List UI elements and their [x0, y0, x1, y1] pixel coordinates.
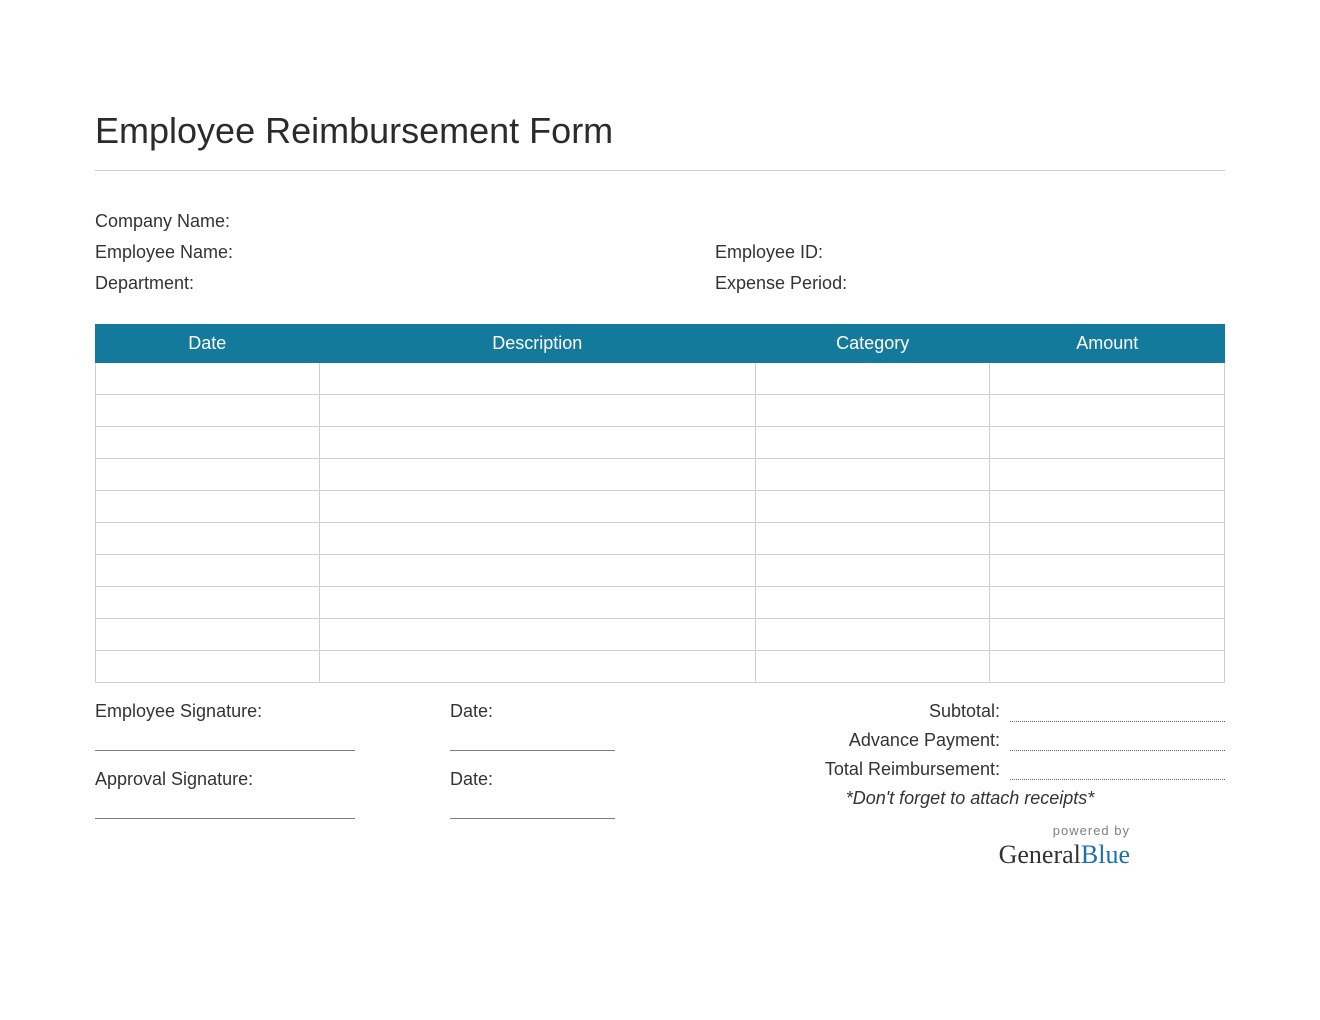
table-row [96, 523, 1225, 555]
expense-table: Date Description Category Amount [95, 324, 1225, 683]
table-cell[interactable] [96, 587, 320, 619]
col-header-amount: Amount [990, 325, 1225, 363]
employee-signature-label: Employee Signature: [95, 701, 450, 722]
company-name-label: Company Name: [95, 211, 715, 232]
table-cell[interactable] [96, 619, 320, 651]
table-cell[interactable] [319, 587, 755, 619]
table-row [96, 427, 1225, 459]
branding: powered by GeneralBlue [999, 823, 1130, 870]
table-cell[interactable] [96, 651, 320, 683]
advance-payment-label: Advance Payment: [715, 730, 1010, 751]
approval-date-label: Date: [450, 769, 715, 790]
table-row [96, 395, 1225, 427]
table-cell[interactable] [319, 651, 755, 683]
table-cell[interactable] [990, 491, 1225, 523]
table-row [96, 619, 1225, 651]
table-cell[interactable] [990, 587, 1225, 619]
table-cell[interactable] [96, 459, 320, 491]
brand-part1: General [999, 840, 1081, 869]
approval-signature-label: Approval Signature: [95, 769, 450, 790]
receipt-reminder: *Don't forget to attach receipts* [715, 788, 1225, 809]
table-cell[interactable] [96, 491, 320, 523]
employee-date-line[interactable] [450, 750, 615, 751]
table-row [96, 555, 1225, 587]
table-cell[interactable] [319, 427, 755, 459]
table-cell[interactable] [755, 555, 990, 587]
table-cell[interactable] [755, 363, 990, 395]
table-cell[interactable] [755, 523, 990, 555]
total-reimbursement-line[interactable] [1010, 762, 1225, 780]
table-row [96, 363, 1225, 395]
table-cell[interactable] [319, 523, 755, 555]
table-cell[interactable] [990, 523, 1225, 555]
col-header-date: Date [96, 325, 320, 363]
table-cell[interactable] [990, 651, 1225, 683]
form-title: Employee Reimbursement Form [95, 110, 1225, 171]
table-row [96, 491, 1225, 523]
table-cell[interactable] [319, 459, 755, 491]
table-cell[interactable] [319, 555, 755, 587]
approval-signature-line[interactable] [95, 818, 355, 819]
employee-date-label: Date: [450, 701, 715, 722]
table-cell[interactable] [755, 619, 990, 651]
expense-period-label: Expense Period: [715, 273, 1225, 294]
table-cell[interactable] [755, 427, 990, 459]
info-block: Company Name: Employee Name: Employee ID… [95, 211, 1225, 294]
table-row [96, 651, 1225, 683]
table-cell[interactable] [319, 363, 755, 395]
powered-by-text: powered by [999, 823, 1130, 838]
table-cell[interactable] [319, 619, 755, 651]
table-cell[interactable] [319, 491, 755, 523]
expense-tbody [96, 363, 1225, 683]
employee-id-label: Employee ID: [715, 242, 1225, 263]
table-cell[interactable] [990, 363, 1225, 395]
table-cell[interactable] [755, 395, 990, 427]
table-cell[interactable] [96, 395, 320, 427]
employee-signature-line[interactable] [95, 750, 355, 751]
table-cell[interactable] [96, 427, 320, 459]
table-cell[interactable] [755, 491, 990, 523]
table-cell[interactable] [96, 363, 320, 395]
col-header-category: Category [755, 325, 990, 363]
brand-name: GeneralBlue [999, 840, 1130, 870]
table-cell[interactable] [755, 459, 990, 491]
table-row [96, 587, 1225, 619]
table-cell[interactable] [990, 555, 1225, 587]
table-cell[interactable] [990, 395, 1225, 427]
approval-date-line[interactable] [450, 818, 615, 819]
footer-area: Employee Signature: Approval Signature: … [95, 701, 1225, 837]
table-cell[interactable] [990, 619, 1225, 651]
advance-payment-line[interactable] [1010, 733, 1225, 751]
employee-name-label: Employee Name: [95, 242, 715, 263]
table-row [96, 459, 1225, 491]
col-header-description: Description [319, 325, 755, 363]
table-cell[interactable] [96, 555, 320, 587]
table-cell[interactable] [990, 427, 1225, 459]
table-cell[interactable] [319, 395, 755, 427]
table-cell[interactable] [755, 587, 990, 619]
subtotal-line[interactable] [1010, 704, 1225, 722]
total-reimbursement-label: Total Reimbursement: [715, 759, 1010, 780]
brand-part2: Blue [1081, 840, 1130, 869]
table-cell[interactable] [755, 651, 990, 683]
department-label: Department: [95, 273, 715, 294]
table-cell[interactable] [990, 459, 1225, 491]
table-cell[interactable] [96, 523, 320, 555]
subtotal-label: Subtotal: [715, 701, 1010, 722]
